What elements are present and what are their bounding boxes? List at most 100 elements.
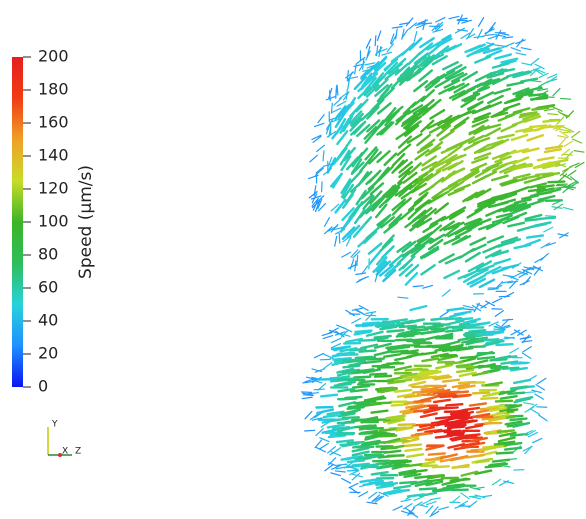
vector-glyph xyxy=(370,374,386,375)
vector-glyph xyxy=(395,390,411,392)
vector-glyph xyxy=(498,430,514,431)
vector-glyph xyxy=(396,340,412,341)
vector-glyph xyxy=(360,456,376,458)
tick-label: 200 xyxy=(38,47,69,66)
tick-label: 20 xyxy=(38,344,58,363)
vector-glyph xyxy=(502,368,518,369)
vector-glyph xyxy=(387,330,403,331)
vector-glyph xyxy=(436,417,452,418)
vector-glyph xyxy=(343,417,359,418)
vector-glyph xyxy=(548,182,564,183)
vector-glyph xyxy=(427,446,443,447)
vector-glyph xyxy=(415,476,431,478)
vector-glyph xyxy=(481,398,497,399)
vector-glyph xyxy=(400,482,416,483)
vector-glyph xyxy=(511,363,527,364)
vector-glyph xyxy=(539,218,555,219)
tick-label: 0 xyxy=(38,377,48,396)
vector-glyph xyxy=(363,323,379,324)
vector-glyph xyxy=(543,120,559,122)
vector-glyph xyxy=(431,329,447,330)
vector-glyph xyxy=(399,424,415,425)
vector-glyph xyxy=(448,432,464,433)
vector-glyph xyxy=(348,460,364,462)
vector-glyph xyxy=(486,466,502,467)
vector-glyph xyxy=(362,444,378,445)
vector-glyph xyxy=(353,386,369,388)
vector-glyph xyxy=(373,461,389,462)
tick-label: 40 xyxy=(38,311,58,330)
vector-glyph xyxy=(497,453,513,454)
vector-glyph xyxy=(500,410,516,411)
vector-glyph xyxy=(314,389,324,390)
vector-glyph xyxy=(360,381,376,383)
vector-glyph xyxy=(375,403,391,404)
vector-glyph xyxy=(545,216,555,217)
tick-label: 120 xyxy=(38,179,69,198)
vector-glyph xyxy=(380,436,396,437)
vector-glyph xyxy=(402,437,418,438)
z-axis-label: Z xyxy=(75,447,81,457)
vector-glyph xyxy=(442,407,458,408)
vector-glyph xyxy=(353,464,369,466)
vector-glyph xyxy=(356,331,372,332)
vector-glyph xyxy=(345,397,361,398)
vector-glyph xyxy=(375,376,391,377)
vector-glyph xyxy=(459,382,475,383)
vector-glyph xyxy=(546,126,562,127)
vector-glyph xyxy=(321,395,337,397)
vector-glyph xyxy=(365,399,381,401)
vector-glyph xyxy=(496,344,512,345)
tick-label: 60 xyxy=(38,278,58,297)
vector-glyph xyxy=(333,348,343,349)
vector-glyph xyxy=(473,393,489,394)
vector-glyph xyxy=(452,413,468,415)
tick-label: 80 xyxy=(38,245,58,264)
tick-label: 140 xyxy=(38,146,69,165)
vector-glyph xyxy=(561,98,571,99)
vector-glyph xyxy=(508,393,524,394)
vector-glyph xyxy=(339,379,355,380)
vector-glyph xyxy=(375,36,376,46)
vector-glyph xyxy=(433,466,449,467)
vector-glyph xyxy=(505,448,521,450)
vector-glyph xyxy=(412,332,428,334)
vector-glyph xyxy=(365,480,381,481)
vector-glyph xyxy=(330,91,331,101)
vector-glyph xyxy=(420,488,436,489)
vector-glyph xyxy=(526,392,536,393)
vector-glyph xyxy=(446,330,462,332)
vector-glyph xyxy=(336,86,337,96)
vector-glyph xyxy=(443,380,459,382)
vector-glyph xyxy=(380,429,396,430)
vector-glyph xyxy=(332,419,348,420)
vector-glyph xyxy=(388,455,404,456)
tick-label: 100 xyxy=(38,212,69,231)
vector-glyph xyxy=(405,445,421,446)
vector-glyph xyxy=(478,357,494,359)
vector-glyph xyxy=(446,404,462,405)
vector-glyph xyxy=(496,401,512,402)
vector-glyph xyxy=(339,233,340,243)
vector-glyph xyxy=(357,256,358,266)
colorbar xyxy=(12,57,23,387)
vector-glyph xyxy=(378,323,394,324)
vector-glyph xyxy=(429,453,445,454)
vector-glyph xyxy=(456,318,472,320)
vector-glyph xyxy=(438,362,454,363)
vector-glyph xyxy=(452,392,468,393)
x-axis-label: X xyxy=(62,447,68,457)
tick-label: 180 xyxy=(38,80,69,99)
vector-glyph xyxy=(453,479,469,480)
vector-glyph xyxy=(357,447,373,448)
y-axis-label: Y xyxy=(51,420,58,430)
vector-glyph xyxy=(373,366,389,367)
tick-label: 160 xyxy=(38,113,69,132)
vector-glyph xyxy=(511,419,527,421)
vector-glyph xyxy=(349,406,365,407)
viewport: 0 20 40 60 80 100 120 140 160 180 200 Speed (μm/s)… xyxy=(0,0,586,519)
vector-glyph xyxy=(359,351,375,352)
vector-glyph xyxy=(305,430,315,431)
vector-glyph xyxy=(354,377,370,378)
colorbar-title: Speed (μm/s) xyxy=(76,165,96,279)
